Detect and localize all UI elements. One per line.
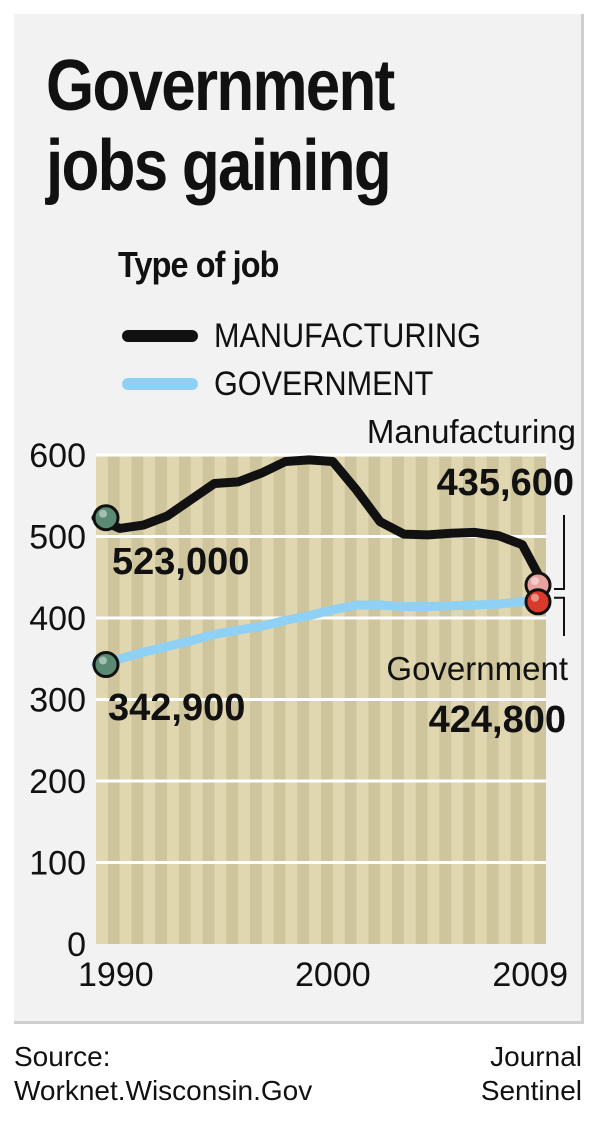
government-callout-line <box>554 596 565 636</box>
x-tick-label: 2000 <box>295 956 371 994</box>
manufacturing-start-value: 523,000 <box>112 541 249 583</box>
manufacturing-start-marker <box>92 504 120 532</box>
y-tick-label: 0 <box>67 926 86 964</box>
government-start-value: 342,900 <box>108 687 245 729</box>
y-tick-label: 200 <box>29 763 86 801</box>
credit-line-1: Journal <box>490 1041 582 1072</box>
publisher-credit: Journal Sentinel <box>481 1040 582 1108</box>
y-tick-label: 100 <box>29 845 86 883</box>
manufacturing-end-label: Manufacturing <box>367 413 576 450</box>
chart-subtitle: Type of job <box>118 244 279 285</box>
manufacturing-line <box>91 455 551 594</box>
government-end-label: Government <box>386 650 568 687</box>
legend-label-government: GOVERNMENT <box>214 365 434 403</box>
government-line <box>91 593 551 669</box>
government-start-marker <box>92 651 120 679</box>
line-chart: 0 100 200 300 400 500 600 1990 2000 2009 523,000 34… <box>29 413 576 994</box>
manufacturing-callout-line <box>554 515 565 590</box>
manufacturing-end-value: 435,600 <box>437 462 574 504</box>
legend-swatch-manufacturing <box>122 330 198 342</box>
source-note: Source: Worknet.Wisconsin.Gov <box>14 1040 312 1108</box>
credit-line-2: Sentinel <box>480 1075 582 1106</box>
government-end-value: 424,800 <box>429 699 566 741</box>
source-label: Source: <box>14 1041 111 1072</box>
government-start-marker-highlight <box>99 656 107 665</box>
x-tick-label: 1990 <box>78 956 154 994</box>
government-end-marker <box>524 588 552 616</box>
y-tick-label: 300 <box>29 682 86 720</box>
legend-swatch-government <box>122 378 198 390</box>
x-tick-label: 2009 <box>492 956 568 994</box>
source-site: Worknet.Wisconsin.Gov <box>14 1075 313 1106</box>
title-line-2: jobs gaining <box>46 126 392 206</box>
government-end-marker-highlight <box>531 593 539 602</box>
manufacturing-end-marker-highlight <box>531 576 539 585</box>
title-line-1: Government <box>46 46 395 126</box>
y-tick-label: 600 <box>29 437 86 475</box>
y-tick-label: 500 <box>29 519 86 557</box>
y-tick-label: 400 <box>29 600 86 638</box>
manufacturing-start-marker-highlight <box>99 509 107 518</box>
legend-label-manufacturing: MANUFACTURING <box>214 317 481 355</box>
